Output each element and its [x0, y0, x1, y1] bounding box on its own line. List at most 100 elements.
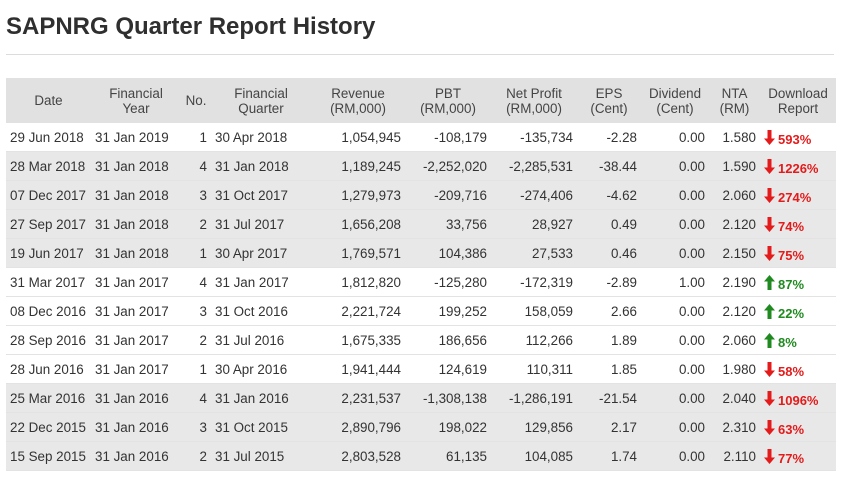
change-percent[interactable]: 87% — [778, 276, 805, 292]
cell-date: 07 Dec 2017 — [6, 180, 91, 210]
header-revenue[interactable]: Revenue (RM,000) — [311, 78, 405, 123]
change-percent[interactable]: 22% — [778, 305, 805, 321]
cell-revenue: 1,656,208 — [311, 209, 405, 239]
cell-financial-quarter: 31 Jan 2018 — [211, 151, 311, 181]
table-row: 08 Dec 2016 31 Jan 2017 3 31 Oct 2016 2,221,… — [6, 296, 836, 326]
change-percent[interactable]: 77% — [778, 450, 805, 466]
cell-pbt: 198,022 — [405, 412, 491, 442]
cell-no: 2 — [181, 441, 211, 471]
cell-financial-year: 31 Jan 2017 — [91, 354, 181, 384]
change-percent[interactable]: 8% — [778, 334, 797, 350]
cell-download-report[interactable]: 75% — [760, 238, 836, 268]
change-percent[interactable]: 74% — [778, 218, 805, 234]
cell-nta: 1.580 — [709, 123, 760, 152]
cell-financial-year: 31 Jan 2018 — [91, 209, 181, 239]
header-net-profit[interactable]: Net Profit (RM,000) — [491, 78, 577, 123]
cell-nta: 2.120 — [709, 296, 760, 326]
cell-net-profit: -2,285,531 — [491, 151, 577, 181]
cell-financial-quarter: 31 Oct 2015 — [211, 412, 311, 442]
table-row: 22 Dec 2015 31 Jan 2016 3 31 Oct 2015 2,890,… — [6, 412, 836, 442]
cell-download-report[interactable]: 63% — [760, 412, 836, 442]
page-title: SAPNRG Quarter Report History — [6, 13, 376, 40]
cell-dividend: 1.00 — [641, 267, 709, 297]
cell-no: 1 — [181, 354, 211, 384]
header-pbt[interactable]: PBT (RM,000) — [405, 78, 491, 123]
header-date[interactable]: Date — [6, 78, 91, 123]
title-divider — [6, 54, 834, 55]
change-percent[interactable]: 593% — [778, 131, 812, 147]
header-financial-year[interactable]: Financial Year — [91, 78, 181, 123]
change-percent[interactable]: 1096% — [778, 392, 819, 408]
cell-date: 15 Sep 2015 — [6, 441, 91, 471]
cell-download-report[interactable]: 8% — [760, 325, 836, 355]
cell-eps: 2.17 — [577, 412, 641, 442]
cell-pbt: -1,308,138 — [405, 383, 491, 413]
cell-eps: 1.85 — [577, 354, 641, 384]
arrow-down-icon — [764, 245, 775, 261]
cell-financial-year: 31 Jan 2017 — [91, 296, 181, 326]
cell-dividend: 0.00 — [641, 441, 709, 471]
arrow-down-icon — [764, 158, 775, 174]
change-percent[interactable]: 274% — [778, 189, 812, 205]
header-nta[interactable]: NTA (RM) — [709, 78, 760, 123]
cell-financial-year: 31 Jan 2018 — [91, 238, 181, 268]
arrow-down-icon — [764, 129, 775, 145]
cell-download-report[interactable]: 1226% — [760, 151, 836, 181]
cell-dividend: 0.00 — [641, 354, 709, 384]
cell-net-profit: 112,266 — [491, 325, 577, 355]
cell-nta: 2.060 — [709, 325, 760, 355]
cell-date: 28 Jun 2016 — [6, 354, 91, 384]
cell-pbt: 61,135 — [405, 441, 491, 471]
arrow-down-icon — [764, 448, 775, 464]
cell-financial-quarter: 31 Jan 2016 — [211, 383, 311, 413]
header-eps[interactable]: EPS (Cent) — [577, 78, 641, 123]
cell-eps: 2.66 — [577, 296, 641, 326]
cell-eps: -2.89 — [577, 267, 641, 297]
cell-dividend: 0.00 — [641, 180, 709, 210]
table-row: 28 Jun 2016 31 Jan 2017 1 30 Apr 2016 1,941,… — [6, 354, 836, 384]
change-percent[interactable]: 75% — [778, 247, 805, 263]
cell-download-report[interactable]: 74% — [760, 209, 836, 239]
cell-financial-year: 31 Jan 2016 — [91, 383, 181, 413]
cell-revenue: 2,803,528 — [311, 441, 405, 471]
cell-download-report[interactable]: 274% — [760, 180, 836, 210]
cell-download-report[interactable]: 22% — [760, 296, 836, 326]
cell-pbt: 124,619 — [405, 354, 491, 384]
change-percent[interactable]: 58% — [778, 363, 805, 379]
cell-download-report[interactable]: 77% — [760, 441, 836, 471]
cell-no: 2 — [181, 325, 211, 355]
table-row: 19 Jun 2017 31 Jan 2018 1 30 Apr 2017 1,769,… — [6, 238, 836, 268]
cell-dividend: 0.00 — [641, 123, 709, 152]
header-dividend[interactable]: Dividend (Cent) — [641, 78, 709, 123]
cell-download-report[interactable]: 58% — [760, 354, 836, 384]
table-body: 29 Jun 2018 31 Jan 2019 1 30 Apr 2018 1,054,… — [6, 123, 836, 471]
cell-eps: 0.46 — [577, 238, 641, 268]
cell-no: 1 — [181, 238, 211, 268]
table-row: 15 Sep 2015 31 Jan 2016 2 31 Jul 2015 2,803,… — [6, 441, 836, 471]
cell-date: 19 Jun 2017 — [6, 238, 91, 268]
change-percent[interactable]: 1226% — [778, 160, 819, 176]
cell-no: 4 — [181, 151, 211, 181]
cell-date: 22 Dec 2015 — [6, 412, 91, 442]
cell-no: 3 — [181, 180, 211, 210]
cell-date: 31 Mar 2017 — [6, 267, 91, 297]
cell-pbt: 186,656 — [405, 325, 491, 355]
cell-net-profit: -135,734 — [491, 123, 577, 152]
cell-nta: 2.110 — [709, 441, 760, 471]
cell-nta: 2.040 — [709, 383, 760, 413]
cell-download-report[interactable]: 87% — [760, 267, 836, 297]
header-no[interactable]: No. — [181, 78, 211, 123]
cell-download-report[interactable]: 1096% — [760, 383, 836, 413]
cell-financial-quarter: 31 Oct 2017 — [211, 180, 311, 210]
cell-date: 28 Sep 2016 — [6, 325, 91, 355]
cell-no: 1 — [181, 123, 211, 152]
header-financial-quarter[interactable]: Financial Quarter — [211, 78, 311, 123]
change-percent[interactable]: 63% — [778, 421, 805, 437]
table-row: 28 Sep 2016 31 Jan 2017 2 31 Jul 2016 1,675,… — [6, 325, 836, 355]
cell-eps: -2.28 — [577, 123, 641, 152]
cell-download-report[interactable]: 593% — [760, 123, 836, 152]
cell-financial-quarter: 31 Jul 2017 — [211, 209, 311, 239]
arrow-up-icon — [764, 332, 775, 348]
cell-eps: -38.44 — [577, 151, 641, 181]
cell-financial-quarter: 30 Apr 2018 — [211, 123, 311, 152]
